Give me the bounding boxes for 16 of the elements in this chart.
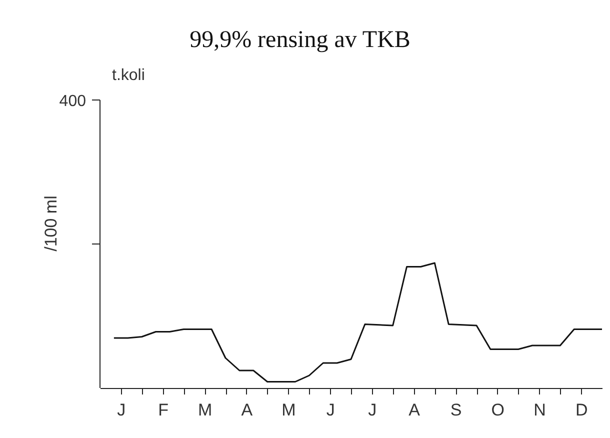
x-tick-label: A bbox=[408, 400, 421, 420]
text: 400 bbox=[59, 93, 86, 110]
x-tick-label: J bbox=[326, 400, 335, 420]
x-tick-label: M bbox=[198, 400, 212, 420]
y-axis-title: /100 ml bbox=[42, 196, 60, 252]
x-tick-label: M bbox=[282, 400, 296, 420]
x-tick-label: D bbox=[575, 400, 588, 420]
x-tick-label: O bbox=[491, 400, 505, 420]
x-tick-label: N bbox=[534, 400, 546, 420]
x-tick-label: F bbox=[158, 400, 168, 420]
x-tick-label: S bbox=[450, 400, 462, 420]
text: t.koli bbox=[112, 67, 145, 84]
x-tick-label: J bbox=[117, 400, 126, 420]
x-tick-label: J bbox=[368, 400, 377, 420]
x-tick-label: A bbox=[241, 400, 254, 420]
chart-title: 99,9% rensing av TKB bbox=[190, 27, 410, 53]
